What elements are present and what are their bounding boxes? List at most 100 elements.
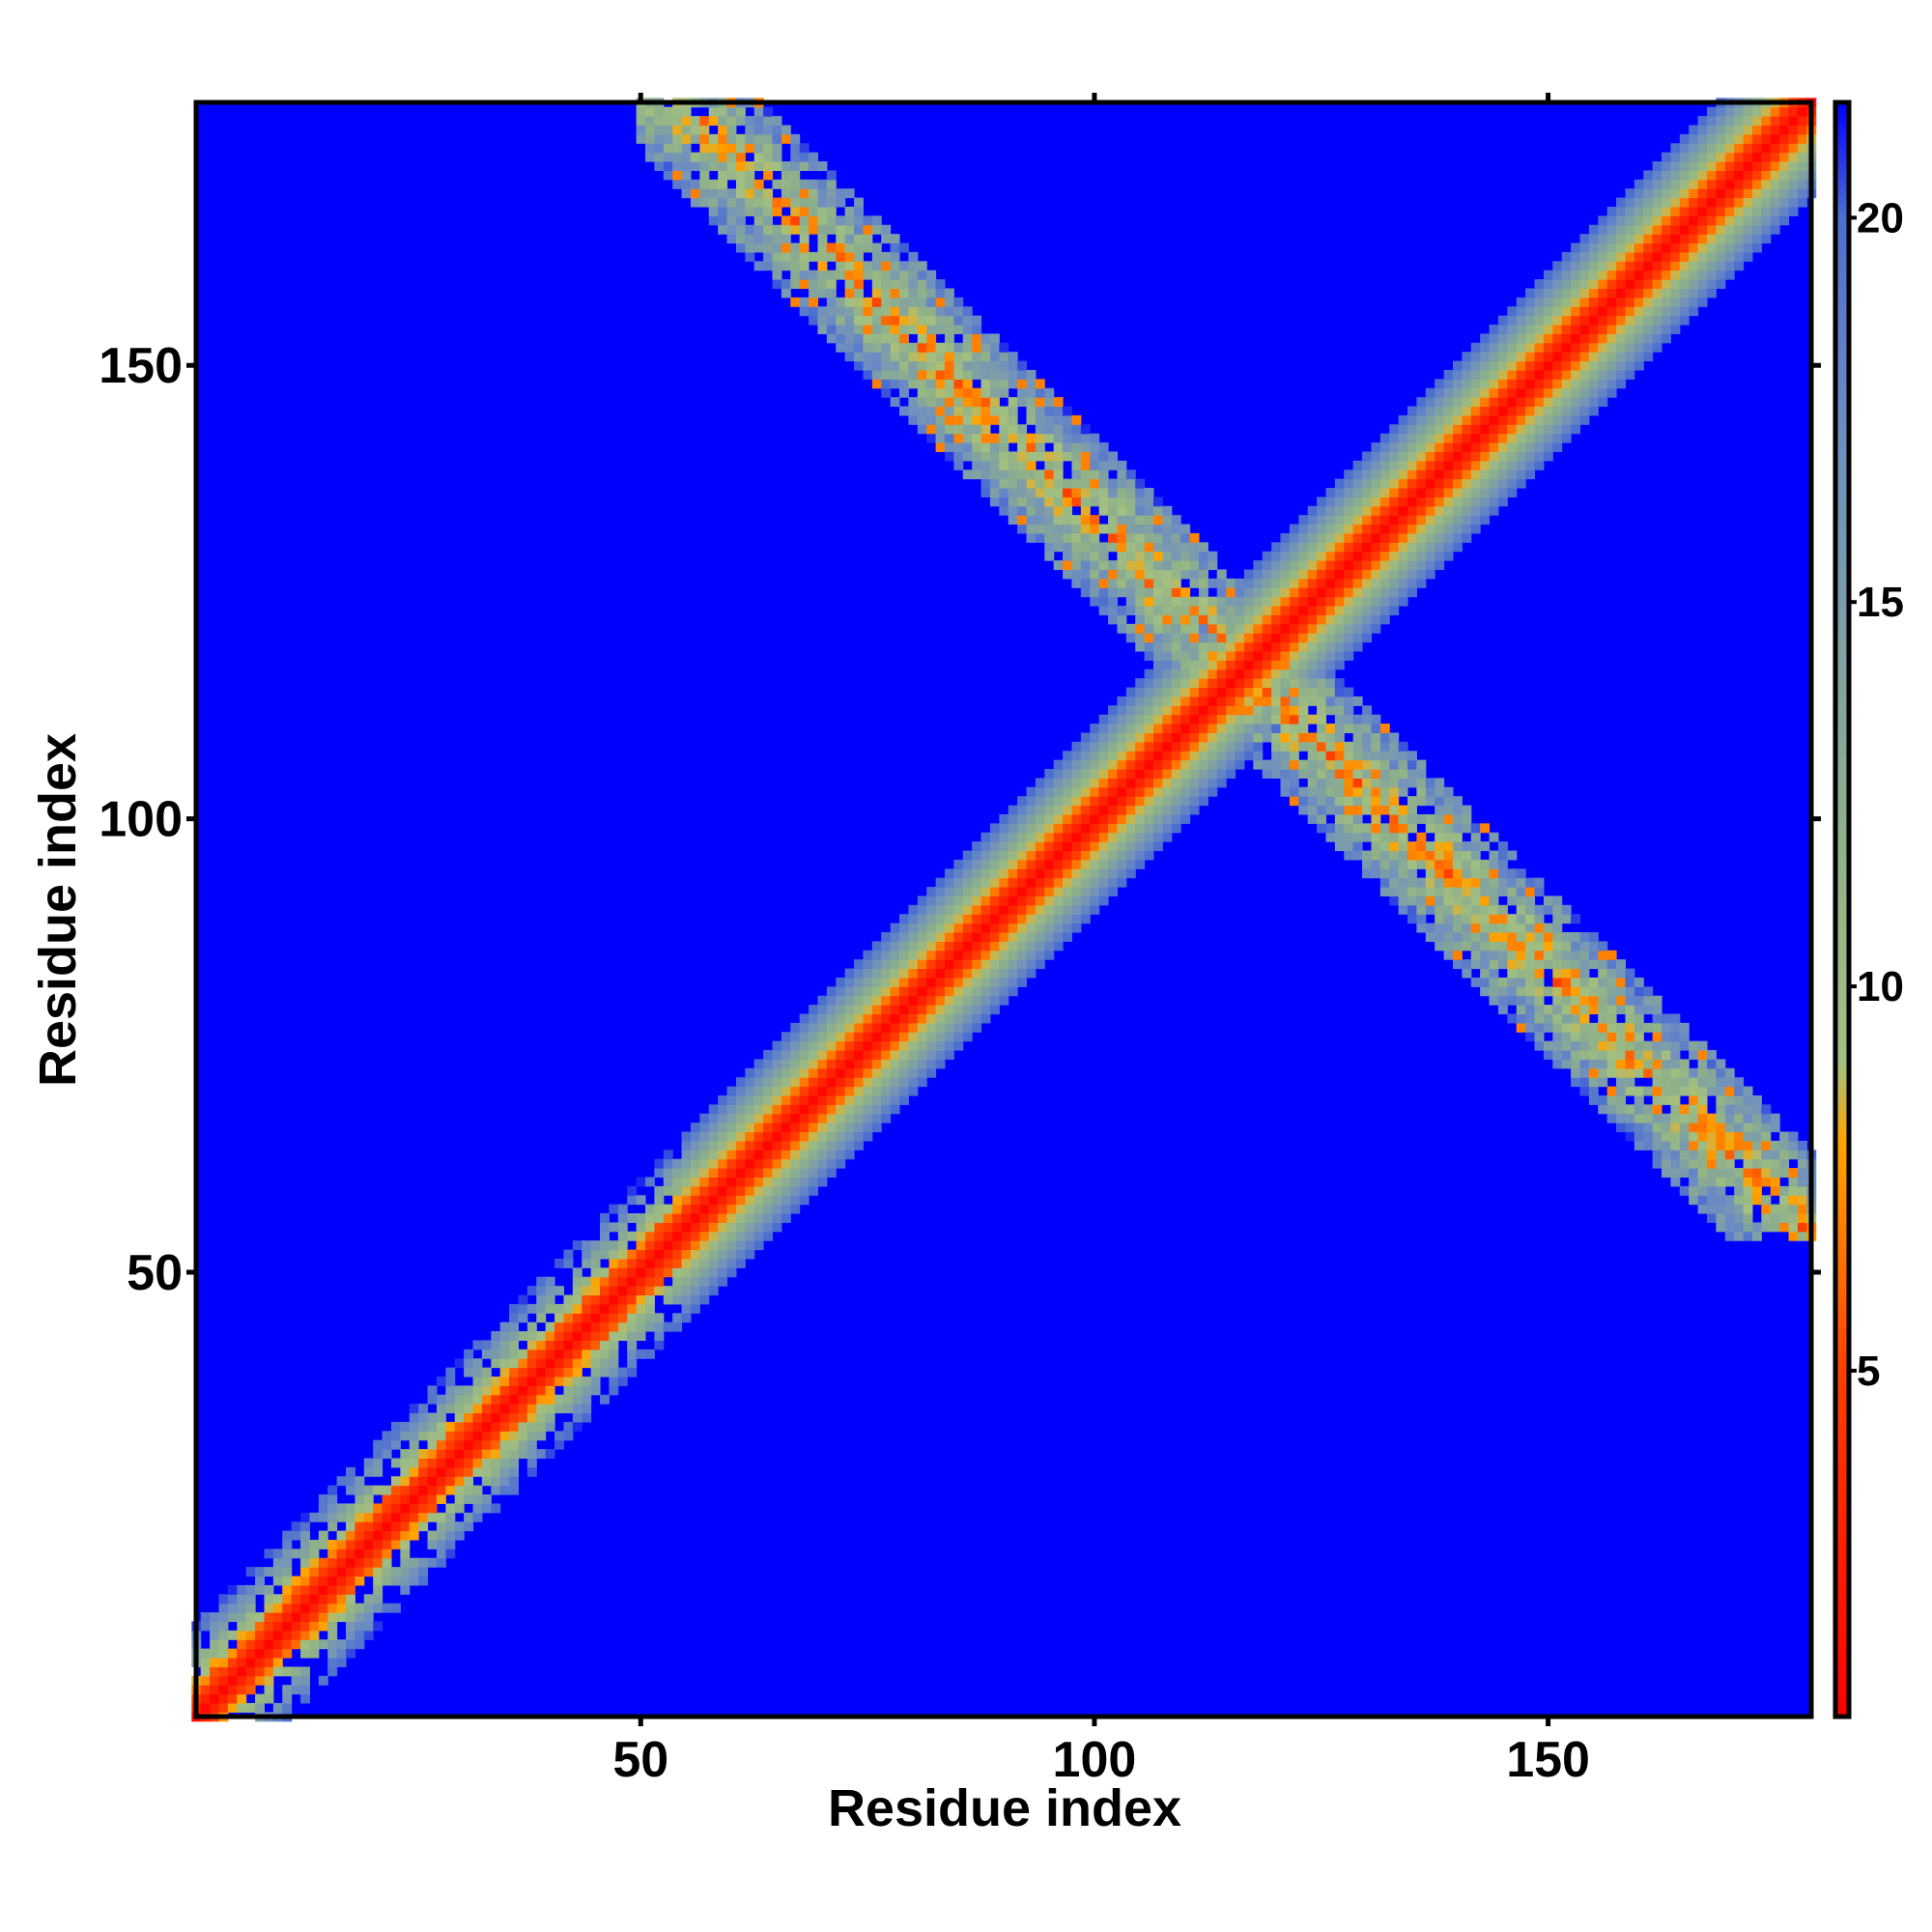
heatmap-cell xyxy=(1606,1032,1617,1042)
heatmap-cell xyxy=(1598,995,1608,1006)
heatmap-cell xyxy=(526,1458,537,1468)
heatmap-cell xyxy=(1571,279,1581,290)
heatmap-cell xyxy=(718,179,728,189)
heatmap-cell xyxy=(1289,796,1299,807)
heatmap-cell xyxy=(1616,306,1627,317)
heatmap-cell xyxy=(890,1032,900,1042)
heatmap-cell xyxy=(554,1331,564,1341)
heatmap-cell xyxy=(400,1530,411,1541)
heatmap-cell xyxy=(681,1240,692,1251)
heatmap-cell xyxy=(1063,488,1073,497)
heatmap-cell xyxy=(1162,606,1173,615)
heatmap-cell xyxy=(1117,460,1127,470)
heatmap-cell xyxy=(718,1240,728,1251)
heatmap-cell xyxy=(1098,868,1109,879)
heatmap-cell xyxy=(1470,950,1481,960)
heatmap-cell xyxy=(726,1086,737,1096)
heatmap-cell xyxy=(908,923,919,933)
heatmap-cell xyxy=(1625,1122,1635,1133)
heatmap-cell xyxy=(989,414,1000,425)
heatmap-cell xyxy=(1063,895,1073,906)
heatmap-cell xyxy=(1153,741,1163,752)
heatmap-cell xyxy=(972,959,982,970)
heatmap-cell xyxy=(1625,224,1635,235)
heatmap-cell xyxy=(1416,887,1427,896)
heatmap-cell xyxy=(1462,914,1472,924)
heatmap-cell xyxy=(1362,551,1372,561)
heatmap-cell xyxy=(1571,406,1581,416)
heatmap-cell xyxy=(1325,650,1336,661)
heatmap-cell xyxy=(1216,751,1227,761)
heatmap-cell xyxy=(980,904,991,915)
heatmap-cell xyxy=(726,1204,737,1214)
heatmap-cell xyxy=(1317,650,1327,661)
heatmap-cell xyxy=(644,106,655,117)
heatmap-cell xyxy=(1117,696,1127,706)
heatmap-cell xyxy=(899,968,909,979)
heatmap-cell xyxy=(545,1340,555,1350)
heatmap-cell xyxy=(890,261,900,271)
heatmap-cell xyxy=(799,1022,810,1033)
heatmap-cell xyxy=(454,1358,465,1369)
heatmap-cell xyxy=(255,1567,266,1577)
heatmap-cell xyxy=(1063,424,1073,435)
heatmap-cell xyxy=(1652,995,1662,1006)
heatmap-cell xyxy=(1507,414,1518,425)
heatmap-cell xyxy=(817,234,828,244)
heatmap-cell xyxy=(1298,705,1309,716)
heatmap-cell xyxy=(1017,850,1028,861)
heatmap-cell xyxy=(1588,387,1599,398)
heatmap-cell xyxy=(1289,524,1299,534)
heatmap-cell xyxy=(373,1521,384,1532)
heatmap-cell xyxy=(1425,859,1435,869)
heatmap-cell xyxy=(790,1150,801,1160)
heatmap-cell xyxy=(763,1168,774,1179)
heatmap-cell xyxy=(753,242,764,253)
heatmap-cell xyxy=(690,1267,700,1278)
heatmap-cell xyxy=(699,1222,710,1233)
heatmap-cell xyxy=(409,1567,419,1577)
heatmap-cell xyxy=(1606,270,1617,280)
heatmap-cell xyxy=(980,850,991,861)
heatmap-cell xyxy=(373,1458,384,1468)
heatmap-cell xyxy=(282,1630,293,1640)
heatmap-cell xyxy=(1090,895,1100,906)
heatmap-cell xyxy=(935,1022,946,1033)
heatmap-cell xyxy=(1571,1077,1581,1088)
heatmap-cell xyxy=(1017,424,1028,435)
heatmap-cell xyxy=(1017,977,1028,987)
heatmap-cell xyxy=(1552,297,1563,307)
heatmap-cell xyxy=(735,116,746,127)
heatmap-cell xyxy=(890,1059,900,1069)
heatmap-cell xyxy=(735,161,746,171)
heatmap-cell xyxy=(1063,805,1073,815)
heatmap-cell xyxy=(1462,360,1472,371)
heatmap-cell xyxy=(282,1685,293,1695)
heatmap-cell xyxy=(1325,596,1336,607)
heatmap-cell xyxy=(427,1439,438,1450)
heatmap-cell xyxy=(1534,451,1545,462)
heatmap-cell xyxy=(1280,668,1291,679)
heatmap-cell xyxy=(1689,1150,1699,1160)
heatmap-cell xyxy=(745,1204,755,1214)
heatmap-cell xyxy=(1008,950,1018,960)
heatmap-cell xyxy=(1634,1140,1644,1151)
heatmap-cell xyxy=(663,161,673,171)
heatmap-cell xyxy=(1171,805,1181,815)
heatmap-cell xyxy=(1208,714,1218,724)
heatmap-cell xyxy=(1271,687,1282,697)
heatmap-cell xyxy=(327,1539,338,1549)
heatmap-cell xyxy=(989,360,1000,371)
heatmap-cell xyxy=(962,433,973,443)
heatmap-cell xyxy=(1634,1013,1644,1024)
heatmap-cell xyxy=(881,1032,892,1042)
heatmap-cell xyxy=(481,1367,492,1378)
heatmap-cell xyxy=(1416,569,1427,580)
heatmap-cell xyxy=(1153,823,1163,834)
heatmap-cell xyxy=(917,1077,927,1088)
heatmap-cell xyxy=(464,1494,474,1504)
heatmap-cell xyxy=(944,297,954,307)
heatmap-cell xyxy=(1008,488,1018,497)
heatmap-cell xyxy=(1235,678,1245,689)
heatmap-cell xyxy=(1416,877,1427,888)
